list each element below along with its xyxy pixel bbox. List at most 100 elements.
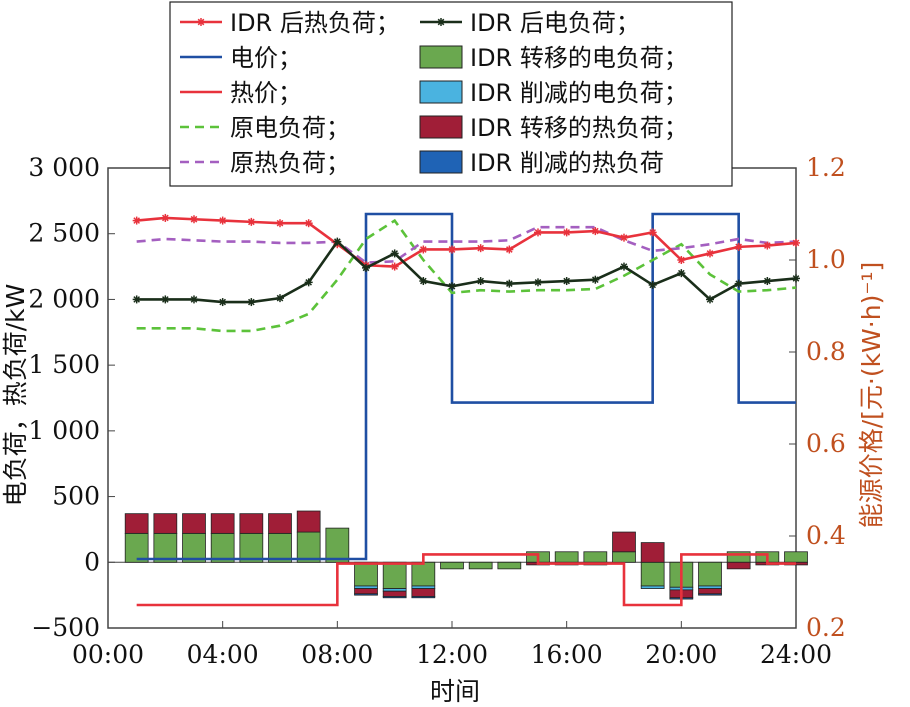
legend-label-7: IDR 削减的电负荷； xyxy=(470,79,688,107)
bar-0-h16 xyxy=(554,551,579,563)
point-stroke-3 xyxy=(764,242,771,249)
point-1-18 xyxy=(648,280,657,289)
bar-2-h3 xyxy=(182,513,206,534)
point-1-6 xyxy=(304,278,313,287)
point-stroke-3 xyxy=(305,279,312,286)
point-stroke-3 xyxy=(248,298,255,306)
bar-0-h14 xyxy=(497,561,522,570)
point-1-2 xyxy=(190,295,198,304)
point-1-21 xyxy=(734,279,743,288)
legend-swatch-8 xyxy=(419,115,463,139)
point-stroke-3 xyxy=(735,280,742,287)
point-0-15 xyxy=(562,228,571,237)
point-0-0 xyxy=(132,216,141,225)
point-0-14 xyxy=(534,228,542,237)
x-tick-label-2: 08:00 xyxy=(301,640,373,669)
y-tick-label-7: 3 000 xyxy=(28,153,100,182)
point-0-10 xyxy=(419,245,428,254)
legend-label-1: 电价； xyxy=(230,44,302,72)
point-1-22 xyxy=(763,277,772,286)
point-stroke-3 xyxy=(620,263,628,270)
point-stroke-3 xyxy=(362,264,370,272)
legend-marker-0-3 xyxy=(197,18,205,26)
bar-0-h9 xyxy=(354,561,378,587)
point-0-4 xyxy=(247,217,256,226)
series-line-0 xyxy=(136,216,797,268)
point-stroke-3 xyxy=(563,277,570,285)
x-tick-label-1: 04:00 xyxy=(187,640,259,669)
point-0-6 xyxy=(304,219,313,228)
point-stroke-3 xyxy=(506,280,513,287)
point-1-4 xyxy=(247,298,256,307)
bar-2-h5 xyxy=(239,513,264,534)
y-right-tick-label-1: 0.4 xyxy=(806,521,846,550)
point-stroke-3 xyxy=(649,229,656,236)
y-tick-label-1: 0 xyxy=(84,547,100,576)
point-stroke-3 xyxy=(190,215,198,223)
legend-label-2: 热价； xyxy=(230,79,302,107)
point-stroke-3 xyxy=(276,219,284,227)
point-stroke-3 xyxy=(764,277,771,285)
point-stroke-3 xyxy=(190,296,198,303)
y-tick-label-0: −500 xyxy=(31,613,100,642)
point-stroke-3 xyxy=(563,229,570,236)
legend-swatch-7 xyxy=(419,80,463,104)
point-stroke-3 xyxy=(334,238,341,245)
bar-2-h10 xyxy=(382,590,407,597)
price-line-0 xyxy=(136,212,796,561)
point-stroke-3 xyxy=(506,246,513,253)
point-1-12 xyxy=(476,277,485,286)
point-1-17 xyxy=(620,262,628,271)
point-1-11 xyxy=(448,282,456,291)
point-stroke-3 xyxy=(391,250,398,257)
bar-2-h11 xyxy=(411,588,436,597)
bar-2-h4 xyxy=(210,513,235,534)
point-1-7 xyxy=(333,237,342,246)
ticks-layer: 00:00 04:00 08:00 12:00 16:00 20:00 24:00 −500 0… xyxy=(28,153,845,669)
bar-3-h9 xyxy=(354,593,378,596)
point-1-19 xyxy=(677,269,686,278)
point-1-23 xyxy=(792,274,800,283)
point-stroke-3 xyxy=(276,294,284,302)
point-0-13 xyxy=(505,245,514,254)
x-tick-label-5: 20:00 xyxy=(645,640,717,669)
legend-swatch-9 xyxy=(419,150,463,174)
point-0-19 xyxy=(677,256,686,264)
y-tick-label-3: 1 000 xyxy=(28,416,100,445)
point-0-20 xyxy=(706,249,714,258)
bar-2-h1 xyxy=(124,513,149,534)
legend-label-4: 原热负荷； xyxy=(230,149,350,177)
legend-marker-5-3 xyxy=(437,18,445,26)
point-stroke-3 xyxy=(678,269,685,277)
point-stroke-3 xyxy=(592,227,599,235)
point-0-23 xyxy=(792,238,800,247)
point-0-1 xyxy=(161,213,170,222)
y-tick-label-6: 2 500 xyxy=(28,219,100,248)
point-stroke-3 xyxy=(219,298,226,306)
point-stroke-3 xyxy=(792,275,800,282)
point-1-3 xyxy=(218,298,227,307)
point-stroke-3 xyxy=(649,281,656,289)
lines-layer xyxy=(132,213,800,333)
point-stroke-3 xyxy=(534,279,542,286)
x-tick-label-6: 24:00 xyxy=(760,640,832,669)
point-stroke-3 xyxy=(592,276,599,284)
point-1-16 xyxy=(591,275,600,284)
bar-0-h10 xyxy=(382,561,407,589)
legend-label-0: IDR 后热负荷； xyxy=(230,9,400,37)
bar-2-h2 xyxy=(153,513,178,534)
y-right-tick-label-5: 1.2 xyxy=(806,153,846,182)
legend-label-9: IDR 削减的热负荷 xyxy=(470,149,664,177)
legend-swatch-6 xyxy=(419,45,463,69)
bar-0-h21 xyxy=(698,561,722,587)
point-1-8 xyxy=(362,263,370,272)
point-stroke-3 xyxy=(620,234,628,241)
bar-2-h19 xyxy=(640,542,665,563)
point-1-0 xyxy=(132,295,141,304)
bar-3-h10 xyxy=(382,596,407,599)
point-0-3 xyxy=(218,216,227,225)
series-line-3 xyxy=(136,225,797,264)
point-1-1 xyxy=(161,295,170,304)
point-stroke-3 xyxy=(735,243,742,251)
y-tick-label-4: 1 500 xyxy=(28,350,100,379)
